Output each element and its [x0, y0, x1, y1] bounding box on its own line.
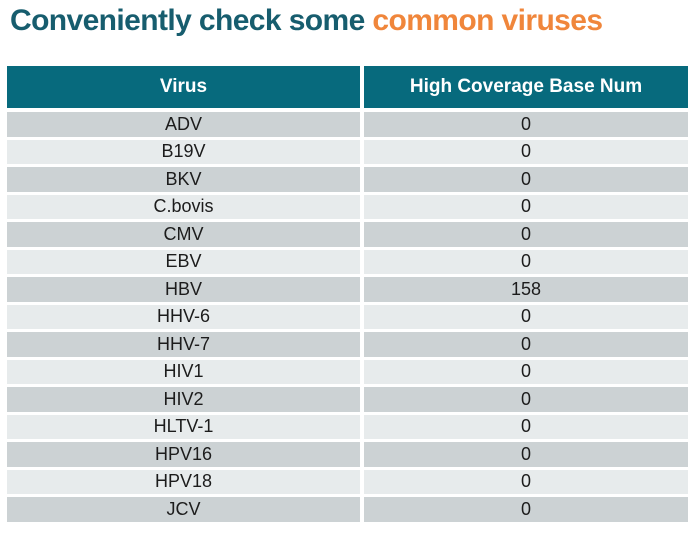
coverage-value-cell: 0: [364, 387, 688, 415]
virus-name-cell: HIV1: [7, 359, 364, 387]
table-row: HIV1 0: [7, 359, 688, 387]
virus-column-header: Virus: [7, 66, 364, 112]
table-row: JCV 0: [7, 497, 688, 525]
coverage-value-cell: 0: [364, 414, 688, 442]
table-row: HHV-6 0: [7, 304, 688, 332]
coverage-value-cell: 0: [364, 469, 688, 497]
virus-table: Virus High Coverage Base Num ADV 0 B19V 0 BK…: [7, 66, 688, 525]
table-row: BKV 0: [7, 167, 688, 195]
table-row: C.bovis 0: [7, 194, 688, 222]
table-row: HHV-7 0: [7, 332, 688, 360]
virus-name-cell: JCV: [7, 497, 364, 525]
coverage-value-cell: 0: [364, 359, 688, 387]
coverage-value-cell: 0: [364, 332, 688, 360]
virus-name-cell: HIV2: [7, 387, 364, 415]
table-row: HBV 158: [7, 277, 688, 305]
coverage-value-cell: 0: [364, 304, 688, 332]
virus-name-cell: C.bovis: [7, 194, 364, 222]
coverage-value-cell: 158: [364, 277, 688, 305]
coverage-value-cell: 0: [364, 112, 688, 140]
virus-name-cell: HHV-6: [7, 304, 364, 332]
coverage-value-cell: 0: [364, 222, 688, 250]
virus-name-cell: HPV18: [7, 469, 364, 497]
table-row: HLTV-1 0: [7, 414, 688, 442]
title-highlight: common viruses: [372, 4, 603, 37]
coverage-column-header: High Coverage Base Num: [364, 66, 688, 112]
virus-name-cell: B19V: [7, 139, 364, 167]
virus-name-cell: ADV: [7, 112, 364, 140]
table-row: HPV18 0: [7, 469, 688, 497]
virus-name-cell: CMV: [7, 222, 364, 250]
virus-name-cell: EBV: [7, 249, 364, 277]
table-row: CMV 0: [7, 222, 688, 250]
coverage-value-cell: 0: [364, 167, 688, 195]
virus-name-cell: HLTV-1: [7, 414, 364, 442]
title-prefix: Conveniently check some: [10, 4, 373, 37]
coverage-value-cell: 0: [364, 194, 688, 222]
table-row: HPV16 0: [7, 442, 688, 470]
table-header-row: Virus High Coverage Base Num: [7, 66, 688, 112]
table-row: ADV 0: [7, 112, 688, 140]
virus-name-cell: HBV: [7, 277, 364, 305]
coverage-value-cell: 0: [364, 442, 688, 470]
table-row: EBV 0: [7, 249, 688, 277]
table-row: HIV2 0: [7, 387, 688, 415]
virus-name-cell: HHV-7: [7, 332, 364, 360]
virus-name-cell: BKV: [7, 167, 364, 195]
table-body: ADV 0 B19V 0 BKV 0 C.bovis 0 CMV 0 EBV 0 HBV 158 HHV-6…: [7, 112, 688, 525]
table-row: B19V 0: [7, 139, 688, 167]
virus-name-cell: HPV16: [7, 442, 364, 470]
coverage-value-cell: 0: [364, 497, 688, 525]
coverage-value-cell: 0: [364, 249, 688, 277]
coverage-value-cell: 0: [364, 139, 688, 167]
page-title: Conveniently check some common viruses: [10, 4, 696, 38]
